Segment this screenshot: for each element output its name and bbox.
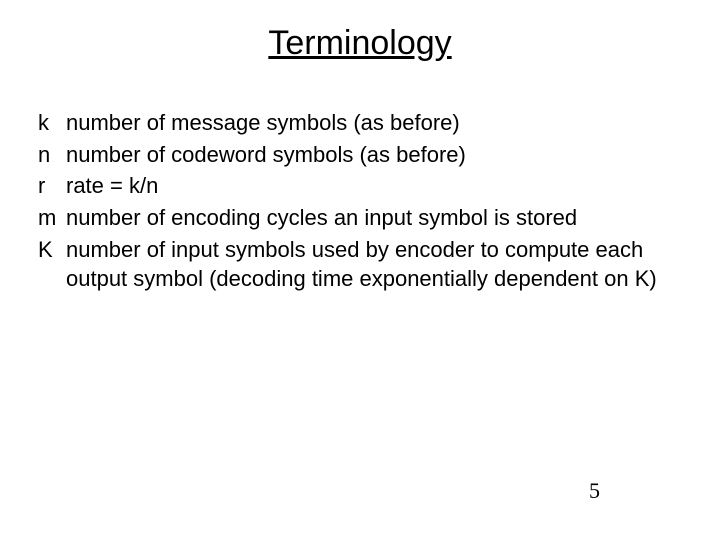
definition-text: number of input symbols used by encoder … [66,235,678,294]
definition-symbol: K [38,235,66,265]
definition-symbol: k [38,108,66,138]
definition-text: rate = k/n [66,171,678,201]
page-number: 5 [589,478,600,504]
definition-symbol: r [38,171,66,201]
slide-title: Terminology [0,24,720,63]
definition-text: number of message symbols (as before) [66,108,678,138]
definition-symbol: m [38,203,66,233]
definition-row: n number of codeword symbols (as before) [38,140,678,170]
definition-row: K number of input symbols used by encode… [38,235,678,294]
definition-row: k number of message symbols (as before) [38,108,678,138]
slide: Terminology k number of message symbols … [0,0,720,540]
definition-text: number of codeword symbols (as before) [66,140,678,170]
definition-symbol: n [38,140,66,170]
definition-list: k number of message symbols (as before) … [38,108,678,296]
definition-text: number of encoding cycles an input symbo… [66,203,678,233]
definition-row: m number of encoding cycles an input sym… [38,203,678,233]
definition-row: r rate = k/n [38,171,678,201]
